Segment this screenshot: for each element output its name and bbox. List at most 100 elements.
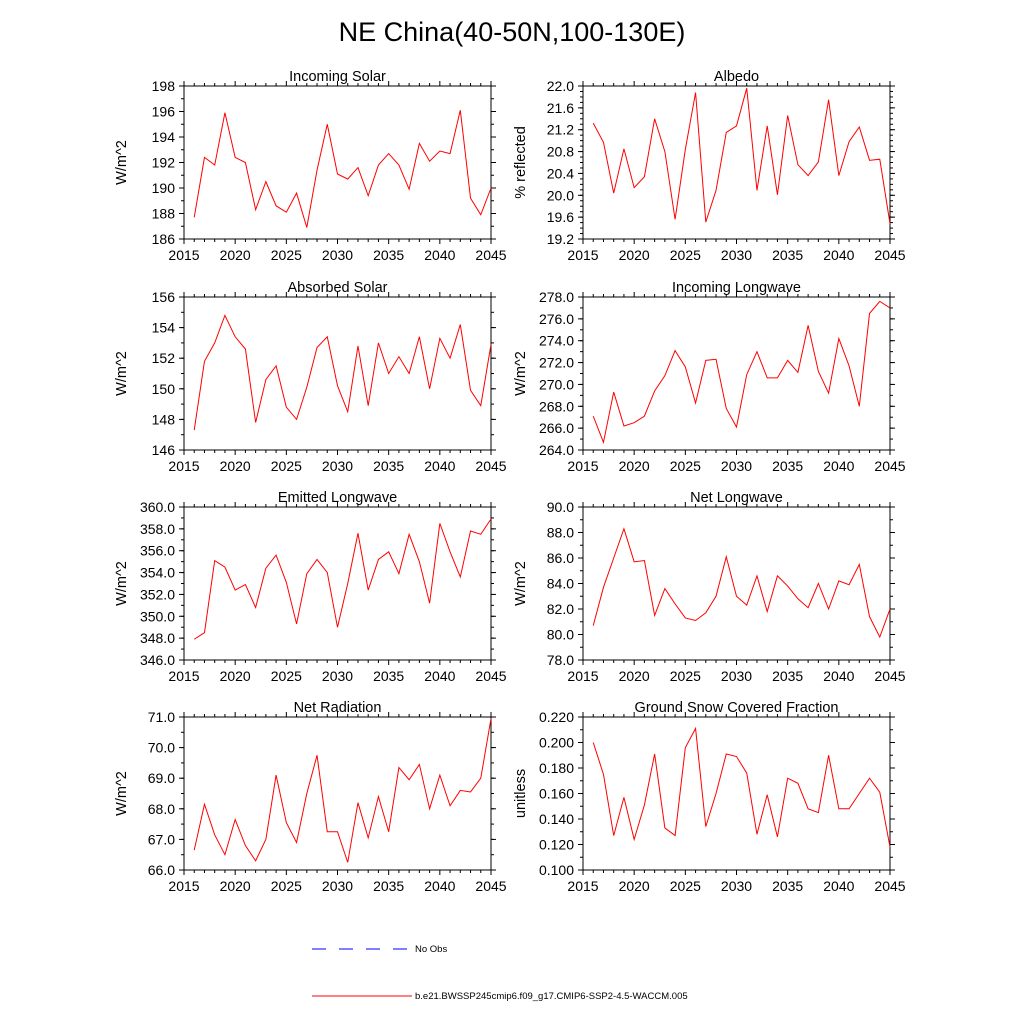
x-tick-label: 2025 [271, 458, 302, 474]
y-tick-label: 190 [152, 180, 176, 196]
x-tick-label: 2015 [567, 458, 598, 474]
x-tick-label: 2040 [823, 247, 854, 263]
plot-frame [183, 85, 492, 240]
y-axis-label: % reflected [513, 126, 529, 199]
y-tick-label: 266.0 [539, 420, 574, 436]
y-tick-label: 86.0 [547, 550, 574, 566]
y-tick-label: 69.0 [148, 770, 175, 786]
x-tick-label: 2040 [823, 668, 854, 684]
x-tick-label: 2035 [373, 878, 404, 894]
x-tick-label: 2025 [271, 668, 302, 684]
x-tick-label: 2030 [721, 247, 752, 263]
y-tick-label: 348.0 [140, 630, 175, 646]
y-tick-label: 0.100 [539, 862, 574, 878]
x-tick-label: 2040 [424, 458, 455, 474]
panel-incoming-longwave: Incoming Longwave W/m^2 2015 2020 2025 2030 20… [513, 280, 906, 474]
x-tick-label: 2040 [823, 458, 854, 474]
x-tick-label: 2030 [322, 668, 353, 684]
y-tick-label: 346.0 [140, 652, 175, 668]
y-axis-label: W/m^2 [513, 561, 529, 606]
x-tick-label: 2045 [475, 878, 506, 894]
y-tick-label: 20.4 [547, 165, 574, 181]
series-line-model [592, 527, 891, 639]
y-tick-label: 358.0 [140, 521, 175, 537]
y-tick-label: 270.0 [539, 376, 574, 392]
panel-net-longwave: Net Longwave W/m^2 2015 2020 2025 2030 2035 204… [513, 490, 906, 684]
plot-frame [183, 716, 492, 871]
panel-absorbed-solar: Absorbed Solar W/m^2 2015 2020 2025 2030 2035 2… [114, 280, 507, 474]
y-tick-label: 156 [152, 289, 176, 305]
x-tick-label: 2045 [475, 247, 506, 263]
x-tick-label: 2015 [168, 458, 199, 474]
x-tick-label: 2025 [670, 878, 701, 894]
legend-model-label: b.e21.BWSSP245cmip6.f09_g17.CMIP6-SSP2-4… [415, 991, 688, 1002]
y-tick-label: 21.6 [547, 100, 574, 116]
figure-title: NE China(40-50N,100-130E) [339, 17, 686, 47]
y-tick-label: 268.0 [539, 398, 574, 414]
panels: Incoming Solar W/m^2 2015 2020 2025 2030 2035 2… [114, 69, 906, 894]
x-tick-label: 2025 [271, 247, 302, 263]
panel-ground-snow-covered-fraction: Ground Snow Covered Fractionunitless2015… [513, 700, 906, 894]
panel-title: Albedo [714, 69, 759, 85]
y-tick-label: 194 [152, 129, 176, 145]
plot-frame [183, 506, 492, 661]
y-tick-label: 66.0 [148, 862, 175, 878]
y-tick-label: 20.8 [547, 144, 574, 160]
panel-title: Absorbed Solar [288, 280, 388, 296]
x-tick-label: 2040 [424, 247, 455, 263]
y-tick-label: 264.0 [539, 442, 574, 458]
x-tick-label: 2025 [670, 458, 701, 474]
y-tick-label: 350.0 [140, 608, 175, 624]
y-tick-label: 21.2 [547, 122, 574, 138]
y-tick-label: 90.0 [547, 499, 574, 515]
y-tick-label: 354.0 [140, 565, 175, 581]
x-tick-label: 2025 [670, 668, 701, 684]
plot-frame [183, 296, 492, 451]
x-tick-label: 2020 [619, 458, 650, 474]
x-tick-label: 2045 [874, 247, 905, 263]
y-tick-label: 0.180 [539, 760, 574, 776]
y-tick-label: 84.0 [547, 576, 574, 592]
legend: No Obs b.e21.BWSSP245cmip6.f09_g17.CMIP6… [312, 944, 688, 1002]
y-tick-label: 352.0 [140, 586, 175, 602]
x-tick-label: 2020 [220, 668, 251, 684]
x-tick-label: 2045 [475, 668, 506, 684]
y-tick-label: 272.0 [539, 355, 574, 371]
y-tick-label: 22.0 [547, 78, 574, 94]
plot-frame [582, 85, 891, 240]
y-tick-label: 274.0 [539, 333, 574, 349]
series-line-model [193, 314, 492, 431]
y-tick-label: 278.0 [539, 289, 574, 305]
y-tick-label: 154 [152, 320, 176, 336]
y-axis-label: W/m^2 [114, 351, 130, 396]
x-tick-label: 2015 [567, 878, 598, 894]
x-tick-label: 2030 [322, 458, 353, 474]
y-tick-label: 19.2 [547, 231, 574, 247]
x-tick-label: 2020 [220, 247, 251, 263]
x-tick-label: 2030 [322, 878, 353, 894]
y-tick-label: 67.0 [148, 831, 175, 847]
x-tick-label: 2035 [772, 458, 803, 474]
y-axis-label: W/m^2 [114, 561, 130, 606]
y-tick-label: 0.140 [539, 811, 574, 827]
x-tick-label: 2035 [772, 878, 803, 894]
y-tick-label: 0.120 [539, 837, 574, 853]
x-tick-label: 2035 [772, 668, 803, 684]
y-tick-label: 186 [152, 231, 176, 247]
y-tick-label: 19.6 [547, 209, 574, 225]
x-tick-label: 2035 [373, 668, 404, 684]
x-tick-label: 2015 [168, 668, 199, 684]
x-tick-label: 2030 [322, 247, 353, 263]
panel-title: Incoming Solar [289, 69, 386, 85]
series-line-model [592, 88, 891, 224]
panel-title: Emitted Longwave [278, 490, 397, 506]
y-tick-label: 88.0 [547, 525, 574, 541]
x-tick-label: 2015 [567, 247, 598, 263]
y-tick-label: 20.0 [547, 187, 574, 203]
x-tick-label: 2015 [567, 668, 598, 684]
y-tick-label: 0.200 [539, 735, 574, 751]
y-tick-label: 82.0 [547, 601, 574, 617]
series-line-model [193, 518, 492, 640]
y-axis-label: W/m^2 [114, 140, 130, 185]
